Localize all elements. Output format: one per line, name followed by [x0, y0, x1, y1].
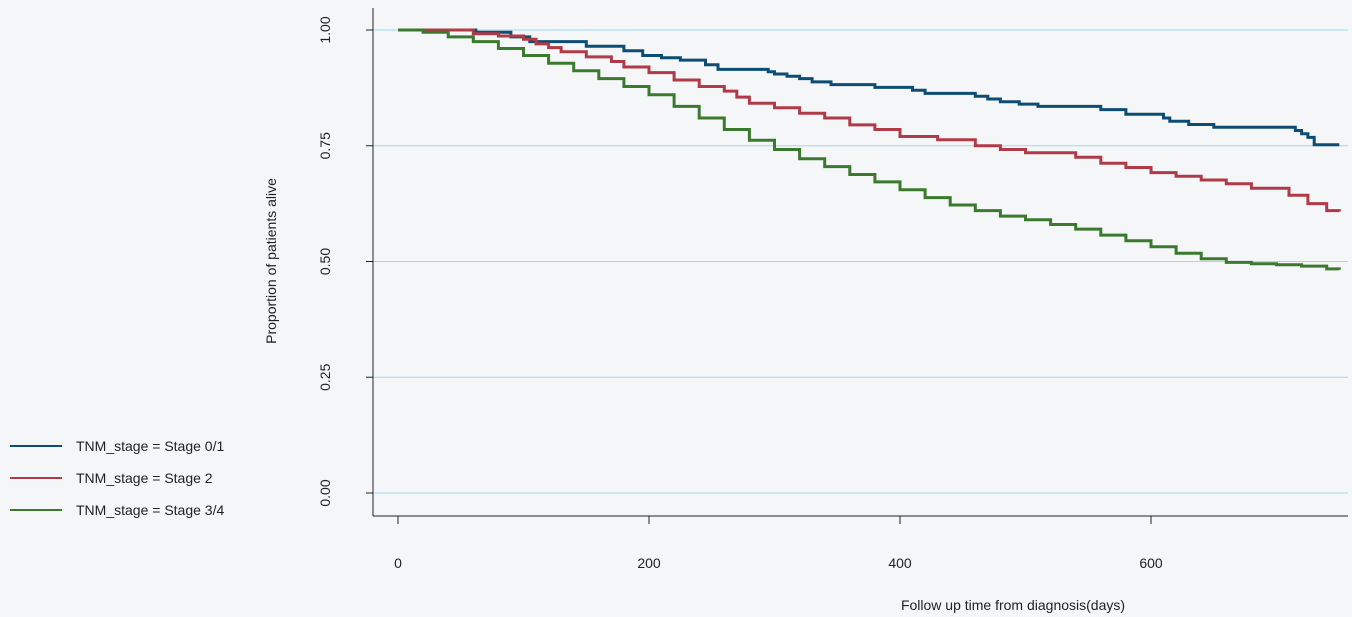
series-line-0: [398, 28, 1340, 147]
y-tick-label-3: 0.75: [317, 132, 333, 159]
series-line-2: [398, 28, 1341, 271]
x-axis-title: Follow up time from diagnosis(days): [901, 597, 1125, 613]
legend-label-0: TNM_stage = Stage 0/1: [76, 438, 224, 454]
y-tick-label-0: 0.00: [317, 479, 333, 506]
axes: 0.00 0.25 0.50 0.75 1.00 0 200 400 600: [317, 8, 1348, 571]
y-tick-label-2: 0.50: [317, 248, 333, 275]
grid-lines: [373, 29, 1348, 494]
series-line-1: [398, 28, 1341, 213]
x-tick-label-2: 400: [888, 555, 912, 571]
y-tick-label-4: 1.00: [317, 16, 333, 43]
x-tick-label-0: 0: [394, 555, 402, 571]
legend-label-1: TNM_stage = Stage 2: [76, 470, 213, 486]
legend-label-2: TNM_stage = Stage 3/4: [76, 502, 224, 518]
x-tick-label-1: 200: [637, 555, 661, 571]
y-tick-label-1: 0.25: [317, 363, 333, 390]
legend: TNM_stage = Stage 0/1 TNM_stage = Stage 2…: [10, 438, 224, 518]
y-axis-title: Proportion of patients alive: [263, 178, 279, 344]
x-tick-label-3: 600: [1139, 555, 1163, 571]
series-lines: [398, 28, 1341, 271]
